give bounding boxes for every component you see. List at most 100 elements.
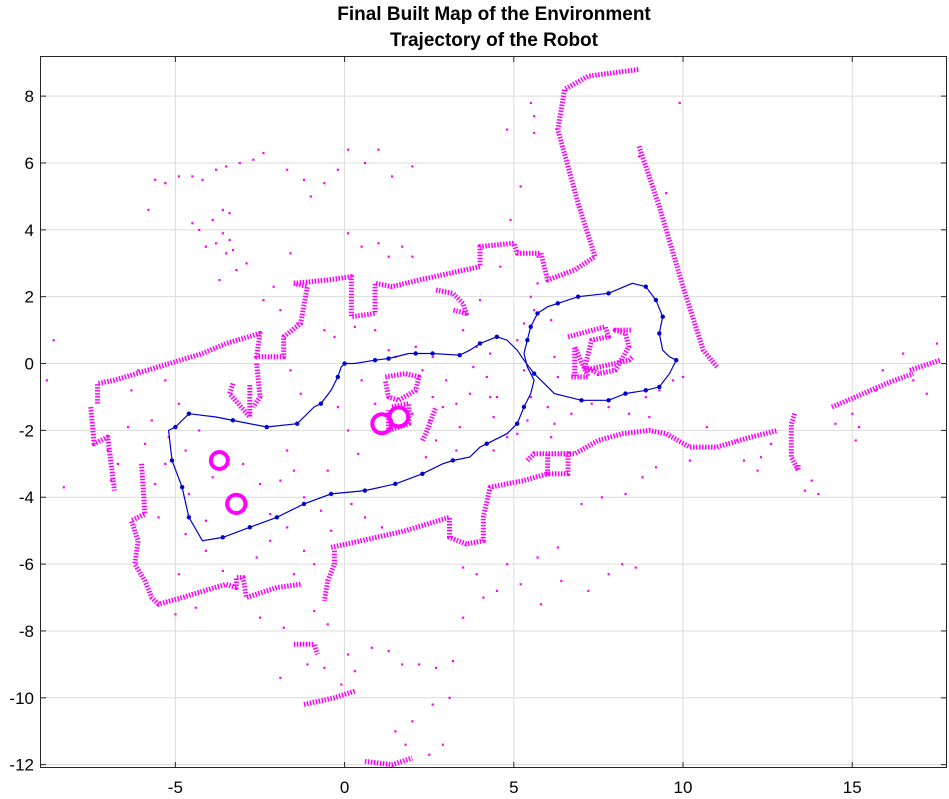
map-point xyxy=(556,546,560,549)
map-point xyxy=(333,335,336,338)
map-point xyxy=(912,379,915,382)
map-point xyxy=(671,379,675,382)
map-point xyxy=(157,516,160,519)
map-point xyxy=(851,412,854,415)
map-wall-segment xyxy=(382,371,422,403)
map-point xyxy=(590,402,593,405)
map-point xyxy=(492,416,495,419)
map-point xyxy=(634,566,637,569)
map-point xyxy=(431,355,434,359)
chart-title-line-2: Trajectory of the Robot xyxy=(390,30,599,51)
map-point xyxy=(519,185,522,188)
map-point xyxy=(143,442,147,445)
map-point xyxy=(803,489,807,492)
trajectory-marker xyxy=(606,291,611,296)
map-point xyxy=(346,148,350,151)
map-point xyxy=(211,476,214,479)
map-point xyxy=(346,429,350,432)
trajectory-marker xyxy=(525,337,530,343)
map-point xyxy=(421,369,424,372)
map-point xyxy=(164,462,167,466)
map-point xyxy=(231,248,235,252)
map-point xyxy=(374,329,377,332)
map-point xyxy=(302,178,306,181)
map-point xyxy=(810,479,813,482)
map-point xyxy=(296,322,299,325)
map-point xyxy=(536,556,539,559)
map-point xyxy=(164,182,167,185)
map-point xyxy=(340,683,343,686)
map-point xyxy=(817,492,820,496)
map-point xyxy=(516,339,519,342)
map-point xyxy=(607,405,610,409)
map-point xyxy=(377,148,380,151)
map-point xyxy=(455,402,458,405)
map-point xyxy=(401,663,404,666)
map-point xyxy=(475,345,478,349)
map-obstacle-circle xyxy=(225,492,248,516)
map-point xyxy=(353,325,356,328)
map-point xyxy=(45,379,48,382)
trajectory-marker xyxy=(362,488,368,493)
map-point xyxy=(742,459,746,462)
trajectory-marker xyxy=(528,324,533,329)
map-point xyxy=(519,583,522,586)
axes-box xyxy=(40,56,947,768)
map-wall-segment xyxy=(830,371,915,410)
trajectory-marker xyxy=(386,356,391,361)
map-point xyxy=(462,566,465,569)
map-point xyxy=(462,329,465,332)
map-wall-segment xyxy=(636,145,719,369)
map-point xyxy=(424,456,428,459)
map-point xyxy=(411,165,414,168)
trajectory-marker xyxy=(657,331,662,336)
map-point xyxy=(556,375,560,379)
map-point xyxy=(428,419,431,422)
trajectory-marker xyxy=(531,371,537,376)
trajectory-marker xyxy=(606,398,611,403)
map-point xyxy=(858,426,861,429)
map-point xyxy=(309,195,312,198)
map-point xyxy=(187,492,191,496)
map-point xyxy=(262,151,265,155)
map-point xyxy=(387,650,390,653)
trajectory-marker xyxy=(660,314,665,319)
map-point xyxy=(279,479,282,482)
map-point xyxy=(319,509,323,512)
map-point xyxy=(147,208,150,211)
map-point xyxy=(854,439,857,442)
map-point xyxy=(482,596,485,599)
map-point xyxy=(360,245,363,248)
map-point xyxy=(238,161,241,165)
map-wall-segment xyxy=(251,363,263,409)
map-point xyxy=(137,369,140,372)
map-point xyxy=(874,389,878,392)
map-point xyxy=(387,255,390,258)
map-point xyxy=(705,426,708,429)
map-point xyxy=(641,476,644,479)
map-point xyxy=(522,369,526,372)
map-point xyxy=(475,573,478,576)
chart-title-line-1: Final Built Map of the Environment xyxy=(337,4,651,25)
trajectory-marker xyxy=(173,424,178,430)
map-point xyxy=(116,462,120,466)
map-point xyxy=(126,426,130,429)
trajectory-marker xyxy=(318,401,324,406)
trajectory-marker xyxy=(643,388,648,393)
map-point xyxy=(326,469,329,472)
map-point xyxy=(258,616,262,619)
map-point xyxy=(177,175,180,178)
map-point xyxy=(624,492,627,496)
plot-area[interactable] xyxy=(45,55,941,768)
map-point xyxy=(529,395,532,399)
map-point xyxy=(282,626,285,629)
trajectory-marker xyxy=(301,501,307,507)
map-point xyxy=(533,115,536,118)
y-tick-label: -2 xyxy=(19,421,34,440)
map-point xyxy=(289,252,292,255)
map-point xyxy=(550,319,553,322)
map-point xyxy=(336,405,340,409)
map-point xyxy=(235,268,238,272)
y-tick-label: 2 xyxy=(25,288,34,307)
map-point xyxy=(228,238,231,242)
